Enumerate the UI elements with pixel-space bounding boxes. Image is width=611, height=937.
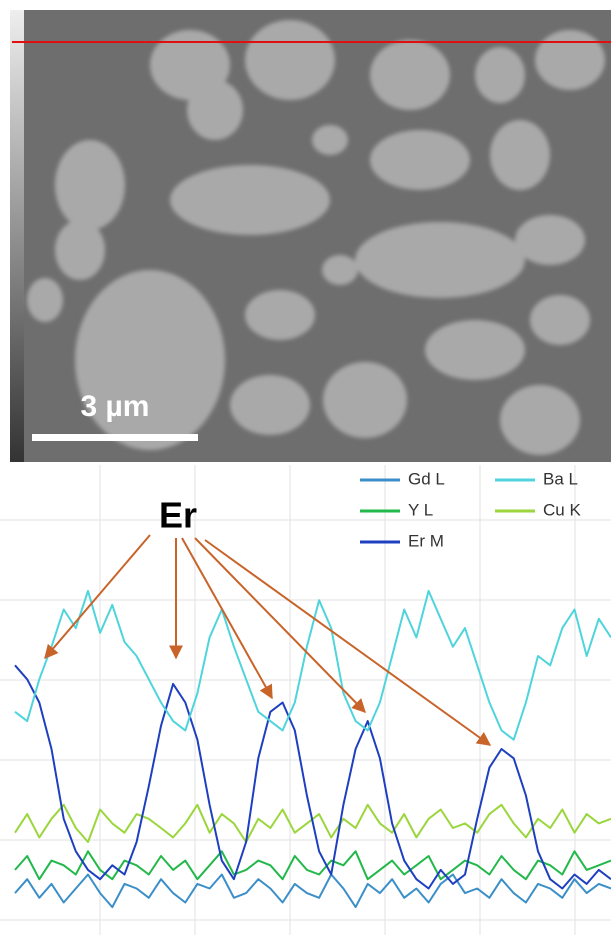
series-line (15, 875, 611, 908)
series-lines (15, 591, 611, 907)
legend-label: Er M (408, 531, 444, 550)
legend: Gd L Ba L Y L Cu K Er M (360, 469, 581, 550)
series-line (15, 665, 611, 888)
page: 3 µm Er Gd LBa LY LCu KEr M (() => { con… (0, 0, 611, 937)
scale-bar (32, 434, 198, 441)
scale-bar-label: 3 µm (81, 390, 150, 423)
annotation-arrows (45, 535, 490, 745)
figure: 3 µm Er Gd L Ba L Y L Cu K Er M (0, 0, 611, 937)
legend-label: Cu K (543, 500, 581, 519)
legend-label: Ba L (543, 469, 578, 488)
sem-image: 3 µm (10, 10, 611, 462)
annotation: Er (159, 495, 197, 536)
legend-label: Y L (408, 500, 433, 519)
sem-strip (10, 10, 24, 462)
legend-label: Gd L (408, 469, 445, 488)
plot-grid (0, 465, 611, 935)
series-line (15, 591, 611, 740)
